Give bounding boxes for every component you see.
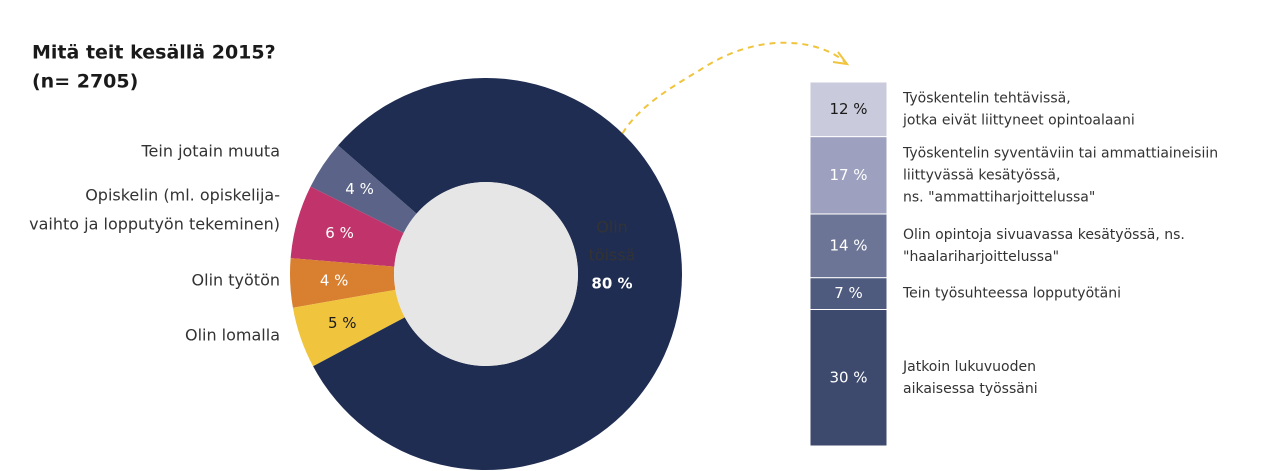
bar-segment — [809, 309, 888, 447]
segment-description: aikaisessa työssäni — [903, 381, 1038, 397]
segment-value-label: 17 % — [829, 166, 867, 184]
category-label: Olin lomalla — [185, 326, 280, 345]
chart-title: Mitä teit kesällä 2015? — [32, 42, 276, 64]
segment-description: Työskentelin syventäviin tai ammattiaine… — [902, 145, 1218, 161]
slice-value-label: 5 % — [328, 314, 357, 332]
segment-description: Tein työsuhteessa lopputyötäni — [902, 286, 1121, 302]
bar-segment — [809, 213, 888, 279]
segment-description: liittyvässä kesätyössä, — [903, 167, 1060, 183]
slice-category-label: töissä — [589, 246, 636, 265]
donut-slice — [290, 186, 404, 267]
segment-description: jotka eivät liittyneet opintoalaani — [902, 112, 1135, 128]
segment-value-label: 30 % — [829, 368, 867, 386]
donut-slice — [313, 77, 682, 471]
slice-category-label: Olin — [596, 218, 628, 237]
donut-slice — [292, 289, 405, 367]
connector-arrow — [609, 41, 846, 198]
segment-value-label: 14 % — [829, 236, 867, 254]
category-label: Tein jotain muuta — [141, 142, 281, 161]
chart-subtitle: (n= 2705) — [32, 71, 138, 93]
segment-description: Olin opintoja sivuavassa kesätyössä, ns. — [903, 227, 1185, 243]
slice-value-label: 80 % — [591, 275, 632, 293]
slice-value-label: 6 % — [325, 224, 354, 242]
category-label: Olin työtön — [192, 271, 280, 290]
segment-description: Työskentelin tehtävissä, — [902, 90, 1071, 106]
segment-value-label: 12 % — [829, 100, 867, 118]
donut-slice — [310, 145, 417, 234]
bar-segment — [809, 277, 888, 310]
segment-description: ns. "ammattiharjoittelussa" — [903, 189, 1095, 205]
segment-description: "haalariharjoittelussa" — [903, 249, 1059, 265]
segment-description: Jatkoin lukuvuoden — [902, 359, 1036, 375]
bar-segment — [809, 81, 888, 138]
category-label: vaihto ja lopputyön tekeminen) — [29, 215, 280, 234]
segment-value-label: 7 % — [834, 284, 863, 302]
slice-value-label: 4 % — [345, 180, 374, 198]
donut-hole — [394, 182, 578, 366]
donut-slice — [290, 258, 396, 308]
arrow-head — [832, 51, 850, 66]
slice-value-label: 4 % — [320, 271, 349, 289]
bar-segment — [809, 136, 888, 215]
category-label: Opiskelin (ml. opiskelija- — [85, 186, 280, 205]
